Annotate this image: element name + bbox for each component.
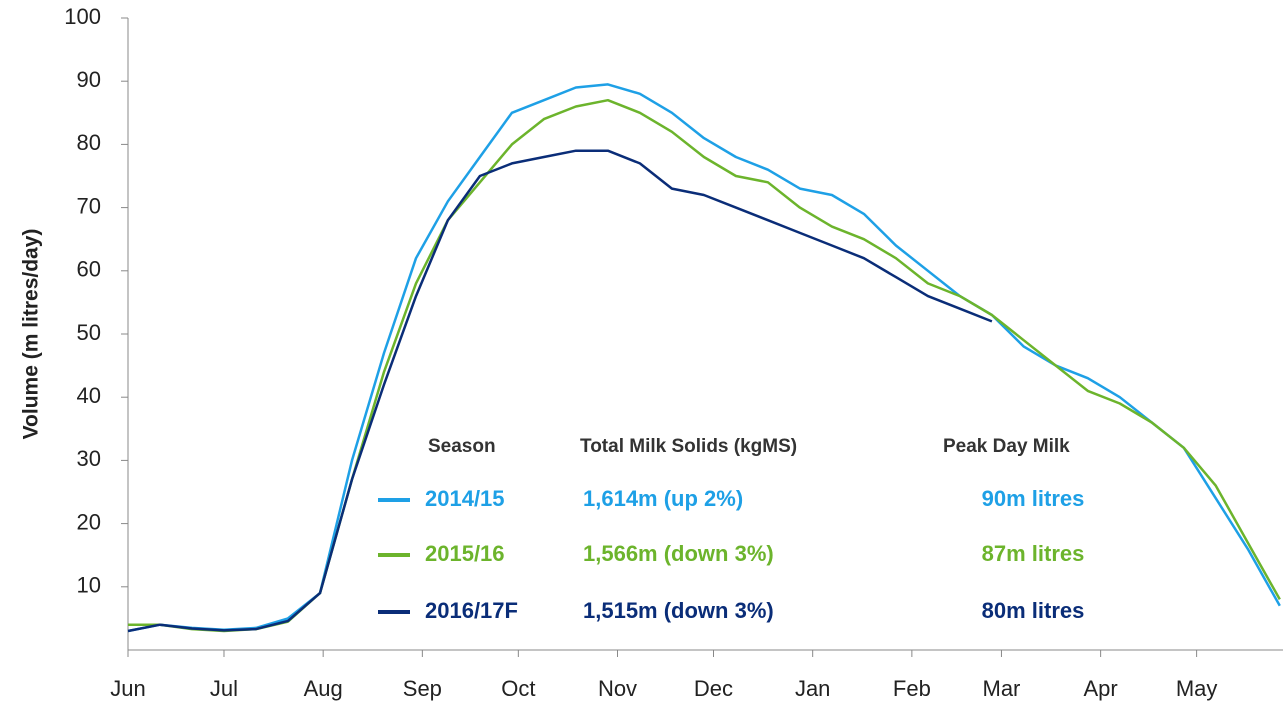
y-tick-label: 30 bbox=[77, 446, 101, 471]
legend-header: Total Milk Solids (kgMS) bbox=[580, 436, 797, 457]
y-tick-label: 60 bbox=[77, 257, 101, 282]
x-tick-label: Sep bbox=[403, 676, 442, 701]
legend-label: 2016/17F bbox=[425, 598, 518, 623]
x-tick-label: Oct bbox=[501, 676, 535, 701]
x-tick-label: Nov bbox=[598, 676, 637, 701]
x-tick-label: Aug bbox=[304, 676, 343, 701]
legend-peak: 90m litres bbox=[982, 486, 1085, 511]
y-tick-label: 90 bbox=[77, 67, 101, 92]
legend-peak: 87m litres bbox=[982, 541, 1085, 566]
series-line bbox=[127, 149, 993, 633]
legend-solids: 1,566m (down 3%) bbox=[583, 541, 774, 566]
x-tick-label: Mar bbox=[983, 676, 1021, 701]
x-tick-label: Jun bbox=[110, 676, 145, 701]
legend-solids: 1,515m (down 3%) bbox=[583, 598, 774, 623]
x-tick-label: Jul bbox=[210, 676, 238, 701]
legend-label: 2014/15 bbox=[425, 486, 505, 511]
y-tick-label: 20 bbox=[77, 509, 101, 534]
legend-peak: 80m litres bbox=[982, 598, 1085, 623]
x-tick-label: Apr bbox=[1084, 676, 1118, 701]
x-tick-label: May bbox=[1176, 676, 1218, 701]
y-tick-label: 10 bbox=[77, 573, 101, 598]
y-tick-label: 80 bbox=[77, 130, 101, 155]
x-tick-label: Feb bbox=[893, 676, 931, 701]
y-tick-label: 100 bbox=[64, 4, 101, 29]
y-tick-label: 40 bbox=[77, 383, 101, 408]
y-axis-label: Volume (m litres/day) bbox=[20, 229, 43, 440]
legend-solids: 1,614m (up 2%) bbox=[583, 486, 743, 511]
legend-header: Peak Day Milk bbox=[943, 436, 1070, 457]
legend-label: 2015/16 bbox=[425, 541, 505, 566]
y-tick-label: 50 bbox=[77, 320, 101, 345]
x-tick-label: Dec bbox=[694, 676, 733, 701]
x-tick-label: Jan bbox=[795, 676, 830, 701]
y-tick-label: 70 bbox=[77, 193, 101, 218]
legend-header: Season bbox=[428, 436, 496, 457]
